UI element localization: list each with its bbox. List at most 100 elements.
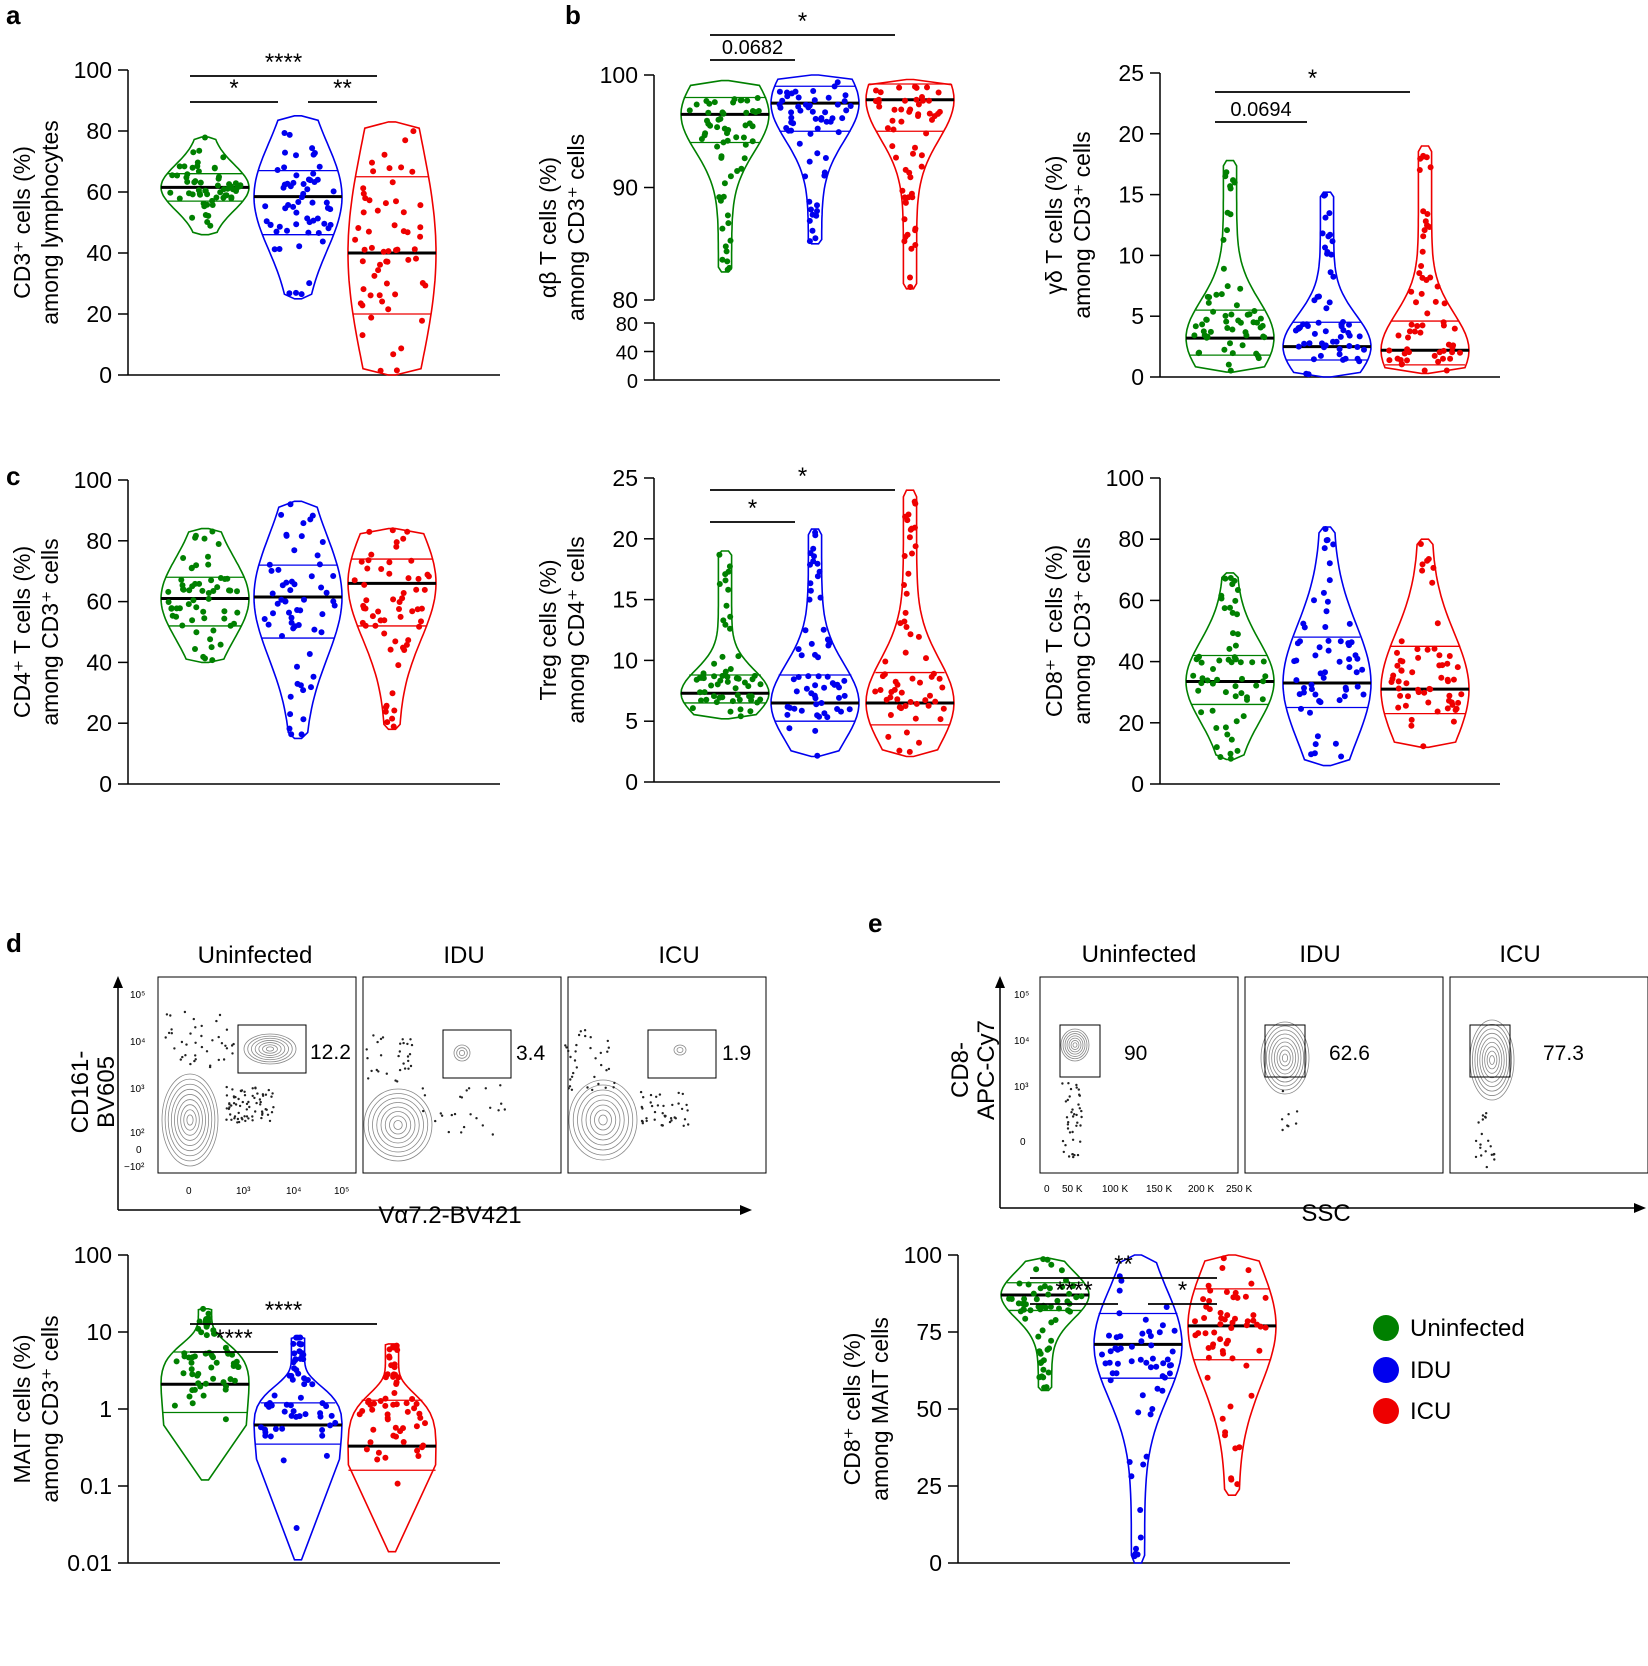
data-point bbox=[1134, 1551, 1141, 1558]
y-axis-label: Treg cells (%) bbox=[535, 560, 561, 701]
data-point bbox=[805, 673, 812, 680]
data-point bbox=[1340, 327, 1347, 334]
data-point bbox=[929, 116, 935, 123]
data-point bbox=[725, 127, 732, 133]
data-point bbox=[400, 590, 407, 596]
y-tick-label: 25 bbox=[916, 1473, 942, 1499]
data-point bbox=[903, 624, 910, 630]
event-dot bbox=[685, 1103, 688, 1107]
event-dot bbox=[251, 1087, 254, 1090]
event-dot bbox=[193, 1059, 196, 1063]
event-dot bbox=[179, 1058, 182, 1061]
data-point bbox=[200, 1305, 207, 1312]
event-dot bbox=[1480, 1154, 1483, 1157]
contour-ring bbox=[458, 1049, 466, 1057]
data-point bbox=[351, 577, 358, 584]
event-dot bbox=[460, 1131, 463, 1134]
event-dot bbox=[401, 1038, 404, 1041]
data-point bbox=[1441, 300, 1448, 307]
data-point bbox=[1429, 579, 1436, 586]
data-point bbox=[821, 684, 828, 691]
data-point bbox=[1070, 1283, 1076, 1289]
data-point bbox=[1346, 620, 1353, 627]
event-dot bbox=[450, 1113, 453, 1117]
data-point bbox=[171, 1402, 178, 1409]
data-point bbox=[399, 595, 406, 602]
data-point bbox=[393, 367, 400, 374]
data-point bbox=[1107, 1348, 1114, 1355]
data-point bbox=[1353, 669, 1360, 676]
data-point bbox=[1449, 349, 1456, 356]
data-point bbox=[686, 107, 693, 114]
data-point bbox=[1298, 705, 1304, 712]
data-point bbox=[214, 182, 221, 189]
data-point bbox=[1220, 265, 1227, 272]
data-point bbox=[1397, 692, 1404, 699]
event-dot bbox=[653, 1118, 656, 1121]
contour-ring bbox=[380, 1106, 416, 1144]
data-point bbox=[915, 101, 922, 108]
flow-e-xlabel: SSC bbox=[1301, 1200, 1350, 1227]
event-dot bbox=[579, 1030, 582, 1033]
data-point bbox=[1323, 305, 1330, 312]
data-point bbox=[722, 243, 729, 250]
data-point bbox=[319, 238, 326, 245]
event-dot bbox=[447, 1130, 450, 1134]
data-point bbox=[1338, 321, 1345, 328]
panel-label-e: e bbox=[868, 908, 882, 938]
event-dot bbox=[567, 1049, 570, 1053]
data-point bbox=[281, 130, 288, 136]
data-point bbox=[724, 678, 731, 685]
flow-e-xtick: 0 bbox=[1044, 1184, 1050, 1195]
data-point bbox=[908, 245, 915, 252]
data-point bbox=[1047, 1303, 1054, 1310]
data-point bbox=[375, 1449, 382, 1456]
data-point bbox=[327, 1422, 334, 1429]
data-point bbox=[1163, 1304, 1170, 1310]
data-point bbox=[290, 179, 297, 186]
data-point bbox=[210, 588, 217, 594]
data-point bbox=[1450, 676, 1457, 683]
event-dot bbox=[1072, 1155, 1075, 1159]
data-point bbox=[903, 590, 910, 597]
y-tick-label: 40 bbox=[86, 240, 112, 266]
event-dot bbox=[398, 1050, 401, 1053]
data-point bbox=[298, 533, 305, 540]
contour-ring bbox=[363, 1088, 433, 1162]
data-point bbox=[1311, 330, 1318, 337]
event-dot bbox=[241, 1100, 244, 1104]
data-point bbox=[323, 1403, 330, 1410]
flow-d-yticks: 10⁵ 10⁴ 10³ 10² 0 −10² bbox=[124, 990, 145, 1173]
event-dot bbox=[230, 1104, 233, 1107]
y-tick-label: 0 bbox=[929, 1550, 942, 1576]
contour-ring bbox=[1279, 1049, 1291, 1067]
data-point bbox=[1236, 1444, 1243, 1451]
data-point bbox=[907, 526, 914, 533]
data-point bbox=[279, 1425, 286, 1432]
event-dot bbox=[1493, 1152, 1496, 1156]
data-point bbox=[189, 164, 196, 171]
flow-d-gate-value-uninfected: 12.2 bbox=[310, 1041, 351, 1064]
data-point bbox=[301, 1375, 308, 1382]
data-point bbox=[197, 179, 204, 186]
data-point bbox=[1222, 1429, 1229, 1436]
data-point bbox=[286, 131, 293, 138]
data-point bbox=[404, 229, 411, 236]
flow-d-plot-icu bbox=[567, 976, 767, 1174]
data-point bbox=[1354, 344, 1361, 350]
significance-label: ** bbox=[333, 75, 352, 102]
data-point bbox=[324, 205, 331, 211]
data-point bbox=[1242, 1293, 1249, 1300]
event-dot bbox=[255, 1101, 258, 1105]
data-point bbox=[1159, 1373, 1166, 1380]
data-point bbox=[1418, 290, 1425, 297]
data-point bbox=[360, 209, 367, 216]
data-point bbox=[1204, 677, 1211, 684]
data-point bbox=[809, 227, 816, 234]
data-point bbox=[359, 302, 366, 309]
event-dot bbox=[247, 1100, 250, 1104]
data-point bbox=[1326, 560, 1333, 567]
data-point bbox=[297, 1394, 304, 1401]
data-point bbox=[1147, 1411, 1154, 1418]
data-point bbox=[1413, 299, 1419, 306]
